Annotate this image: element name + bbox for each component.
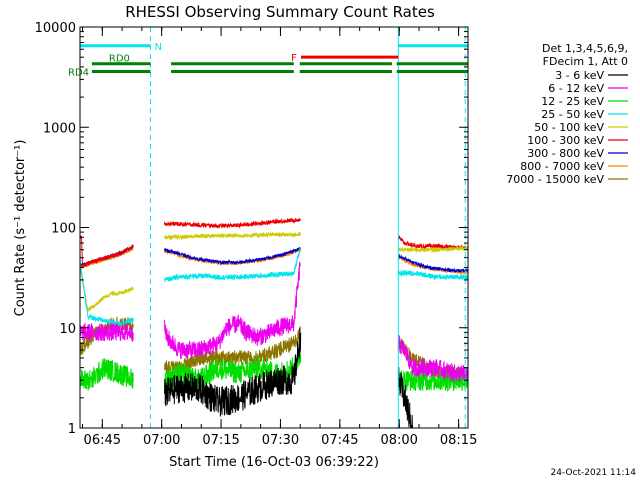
legend-label: 300 - 800 keV xyxy=(527,147,604,160)
series-3-6-kev-line xyxy=(164,327,414,429)
x-tick-label: 07:00 xyxy=(143,433,180,448)
y-axis-label: Count Rate (s⁻¹ detector⁻¹) xyxy=(13,140,28,317)
timestamp: 24-Oct-2021 11:14 xyxy=(551,468,637,478)
y-tick-label: 10 xyxy=(59,322,76,337)
y-tick-label: 100 xyxy=(51,222,76,237)
chart-title: RHESSI Observing Summary Count Rates xyxy=(125,3,435,21)
legend-label: 25 - 50 keV xyxy=(541,108,604,121)
legend-label: 100 - 300 keV xyxy=(527,134,604,147)
legend-header-line: FDecim 1, Att 0 xyxy=(543,55,628,68)
legend-label: 7000 - 15000 keV xyxy=(506,173,604,186)
series-6-12-kev-line xyxy=(79,261,469,382)
flag-label-n: N xyxy=(154,42,161,53)
x-tick-label: 07:15 xyxy=(202,433,239,448)
flag-label-f: F xyxy=(291,53,297,64)
y-tick-label: 10000 xyxy=(35,21,76,36)
legend-label: 3 - 6 keV xyxy=(555,69,604,82)
x-tick-label: 07:30 xyxy=(262,433,299,448)
axes: 06:45 07:00 07:15 07:30 07:45 08:00 08:15 1 10 10… xyxy=(35,21,478,448)
y-tick-label: 1000 xyxy=(43,121,76,136)
legend-label: 50 - 100 keV xyxy=(534,121,604,134)
series-50-100-kev-line xyxy=(79,231,469,312)
legend-header-line: Det 1,3,4,5,6,9, xyxy=(542,42,628,55)
legend-label: 800 - 7000 keV xyxy=(520,160,604,173)
series-25-50-kev-line xyxy=(79,247,469,327)
x-tick-label: 07:45 xyxy=(321,433,358,448)
x-tick-label: 08:00 xyxy=(380,433,417,448)
legend-label: 6 - 12 keV xyxy=(548,82,604,95)
y-tick-label: 1 xyxy=(68,422,76,437)
x-tick-label: 08:15 xyxy=(440,433,477,448)
x-tick-label: 06:45 xyxy=(84,433,121,448)
plot-area xyxy=(79,217,469,429)
flag-label-rd4: RD4 xyxy=(68,67,89,78)
flag-label-rd0: RD0 xyxy=(109,54,130,65)
x-axis-label: Start Time (16-Oct-03 06:39:22) xyxy=(169,455,379,470)
legend: Det 1,3,4,5,6,9,FDecim 1, Att 03 - 6 keV… xyxy=(506,42,628,186)
legend-label: 12 - 25 keV xyxy=(541,95,604,108)
